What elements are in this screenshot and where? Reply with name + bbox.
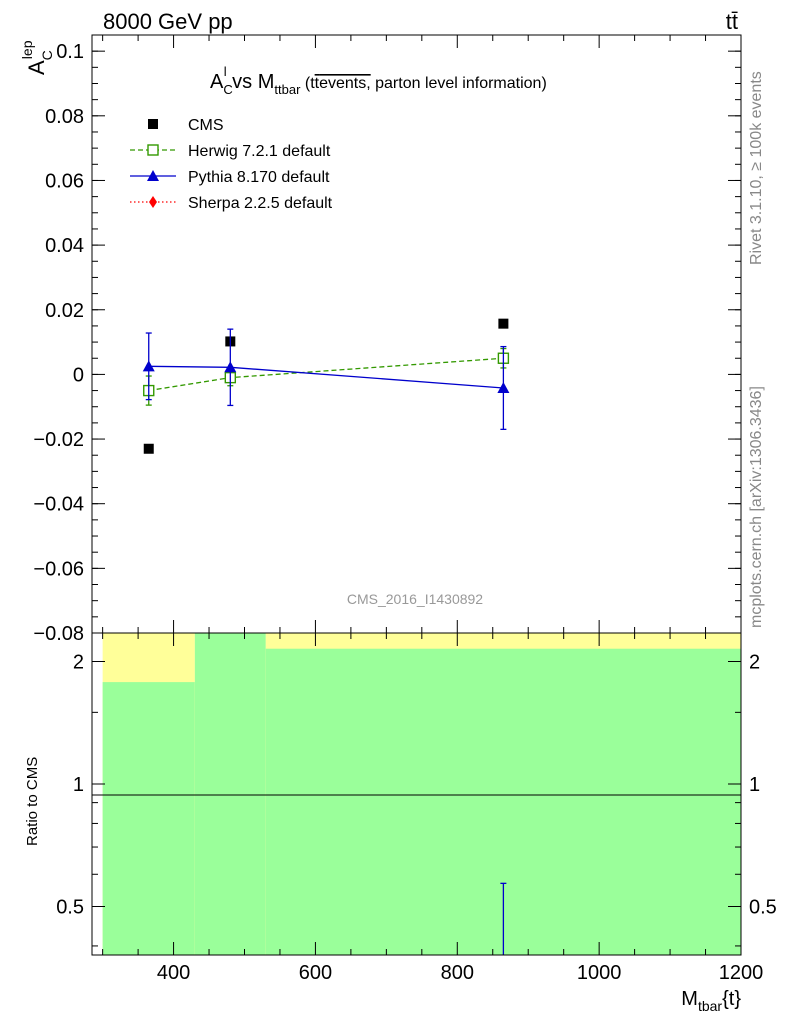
ratio-y-axis: 0.5 0.5 1 1 2 2: [56, 652, 777, 947]
ratio-uncertainty-band-inner: [194, 633, 266, 955]
main-series-group: [142, 318, 510, 454]
ratio-x-axis-label: Mtbar{t}: [681, 988, 741, 1014]
mcplots-label: mcplots.cern.ch [arXiv:1306.3436]: [748, 386, 765, 628]
cms-point: [498, 318, 509, 329]
ratio-y-tick-label: 2: [73, 652, 84, 674]
ratio-x-tick-label: 600: [299, 962, 332, 984]
ratio-x-axis: 400 600 800 1000 1200: [102, 633, 764, 984]
analysis-watermark: CMS_2016_I1430892: [347, 591, 483, 607]
legend-entry-herwig: Herwig 7.2.1 default: [130, 143, 331, 160]
legend-marker-sherpa: [149, 196, 157, 208]
pythia-point: [224, 361, 237, 373]
ratio-points: [500, 882, 507, 955]
legend-label-pythia: Pythia 8.170 default: [188, 169, 330, 186]
ratio-panel: 0.5 0.5 1 1 2 2 400 600 800 1000 1200 Ratio to CM…: [24, 632, 777, 1014]
legend-marker-herwig: [147, 144, 159, 156]
legend-label-herwig: Herwig 7.2.1 default: [188, 143, 331, 160]
ratio-bands: [102, 633, 741, 955]
process-label: tt̄: [726, 9, 738, 34]
legend-entry-sherpa: Sherpa 2.2.5 default: [130, 195, 333, 212]
main-y-axis-label: AClep: [19, 40, 55, 75]
ratio-frame: [91, 632, 742, 956]
ratio-y-tick-label: 1: [73, 774, 84, 796]
main-y-tick-label: −0.08: [33, 623, 84, 645]
main-y-tick-label: −0.06: [33, 558, 84, 580]
main-y-tick-label: 0.08: [45, 106, 84, 128]
pythia-line: [148, 365, 504, 389]
ratio-x-tick-label: 1200: [719, 962, 764, 984]
main-y-axis: −0.08 −0.06 −0.04 −0.02 0 0.02 0.04 0.06 0.08 0.1: [33, 34, 742, 645]
legend-label-sherpa: Sherpa 2.2.5 default: [188, 195, 333, 212]
main-y-tick-label: 0.02: [45, 300, 84, 322]
rivet-version-label: Rivet 3.1.10, ≥ 100k events: [748, 71, 765, 265]
legend-label-cms: CMS: [188, 117, 224, 134]
main-y-tick-label: 0.06: [45, 170, 84, 192]
main-y-tick-label: −0.02: [33, 429, 84, 451]
pythia-point: [142, 360, 155, 372]
ratio-y-tick-label-right: 0.5: [749, 896, 777, 918]
main-y-tick-label: 0.1: [56, 41, 84, 63]
ratio-y-tick-label-right: 1: [749, 774, 760, 796]
legend: CMS Herwig 7.2.1 default Pythia 8.170 de…: [130, 117, 333, 212]
energy-label: 8000 GeV pp: [103, 9, 233, 34]
ratio-y-tick-label-right: 2: [749, 652, 760, 674]
legend-marker-cms: [148, 119, 158, 129]
ratio-x-tick-label: 800: [441, 962, 474, 984]
main-y-tick-label: 0.04: [45, 235, 84, 257]
main-panel: −0.08 −0.06 −0.04 −0.02 0 0.02 0.04 0.06 0.08 0.1…: [19, 34, 742, 645]
legend-marker-pythia: [147, 170, 159, 181]
cms-point: [143, 443, 154, 454]
ratio-x-tick-label: 400: [157, 962, 190, 984]
pythia-point: [497, 381, 510, 393]
ratio-y-axis-label: Ratio to CMS: [24, 757, 41, 846]
main-y-tick-label: −0.04: [33, 494, 84, 516]
legend-entry-pythia: Pythia 8.170 default: [130, 169, 330, 186]
ratio-uncertainty-band-inner: [102, 682, 195, 955]
ratio-y-tick-label: 0.5: [56, 896, 84, 918]
legend-entry-cms: CMS: [148, 117, 224, 134]
main-title: ACl vs Mttbar (ttevents, parton level in…: [210, 64, 547, 97]
ratio-x-tick-label: 1000: [577, 962, 622, 984]
main-y-tick-label: 0: [73, 364, 84, 386]
